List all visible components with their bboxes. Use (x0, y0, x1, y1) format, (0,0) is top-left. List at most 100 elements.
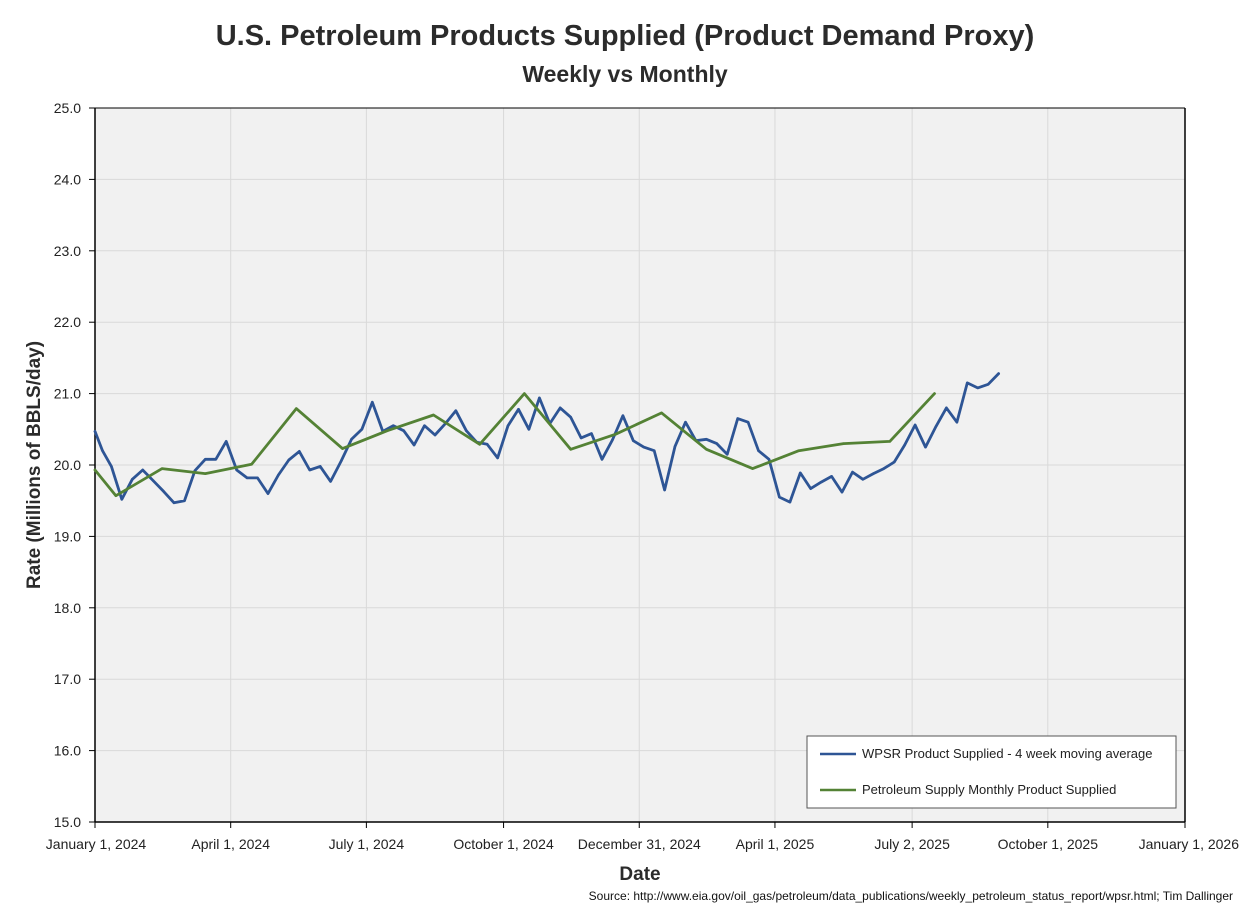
x-tick-label: July 2, 2025 (874, 836, 950, 852)
y-axis-label: Rate (Millions of BBLS/day) (24, 341, 45, 589)
data-point-weekly (715, 442, 718, 445)
data-point-weekly (538, 396, 541, 400)
data-point-weekly (705, 438, 708, 441)
data-point-weekly (392, 424, 395, 427)
data-point-weekly (600, 458, 604, 461)
data-point-weekly (726, 453, 729, 456)
data-point-weekly (840, 490, 844, 494)
y-tick-label: 25.0 (54, 100, 81, 116)
data-point-weekly (486, 443, 489, 446)
data-point-weekly (319, 465, 322, 468)
data-point-weekly (611, 438, 614, 442)
data-point-weekly (412, 443, 416, 447)
data-point-weekly (277, 473, 280, 477)
data-point-weekly (945, 406, 948, 410)
data-point-weekly (569, 416, 572, 419)
data-point-weekly (496, 456, 499, 460)
data-point-weekly (141, 468, 144, 472)
y-tick-label: 24.0 (54, 171, 81, 187)
data-point-weekly (101, 449, 104, 452)
data-point-weekly (799, 471, 802, 475)
data-point-weekly (882, 467, 885, 470)
data-point-monthly (842, 442, 845, 445)
data-point-weekly (245, 476, 249, 480)
data-point-weekly (287, 458, 290, 462)
data-point-weekly (225, 440, 228, 443)
series-line-monthly (93, 392, 936, 498)
y-tick-label: 15.0 (54, 814, 81, 830)
data-point-weekly (371, 401, 374, 404)
data-point-weekly (402, 429, 405, 432)
y-tick-label: 18.0 (54, 600, 81, 616)
data-point-weekly (966, 381, 969, 385)
data-point-monthly (295, 407, 298, 410)
data-point-weekly (329, 480, 332, 483)
x-tick-label: January 1, 2024 (46, 836, 147, 852)
data-point-weekly (955, 421, 959, 424)
y-tick-label: 22.0 (54, 314, 81, 330)
data-point-weekly (454, 409, 457, 412)
data-point-weekly (350, 438, 353, 441)
y-tick-label: 19.0 (54, 528, 81, 544)
data-point-weekly (433, 433, 437, 437)
x-tick-label: April 1, 2025 (736, 836, 815, 852)
data-point-weekly (663, 488, 666, 492)
data-point-monthly (93, 468, 97, 472)
data-point-weekly (851, 470, 854, 474)
y-tick-label: 17.0 (54, 671, 81, 687)
source-note: Source: http://www.eia.gov/oil_gas/petro… (588, 889, 1233, 903)
data-point-weekly (746, 421, 750, 424)
data-point-monthly (569, 448, 572, 451)
data-point-monthly (888, 440, 891, 443)
data-point-weekly (527, 428, 531, 431)
y-tick-label: 16.0 (54, 743, 81, 759)
data-point-monthly (250, 463, 253, 466)
data-point-weekly (162, 490, 165, 493)
data-point-weekly (235, 468, 238, 472)
data-point-weekly (903, 443, 906, 447)
y-tick-label: 23.0 (54, 243, 81, 259)
data-point-weekly (621, 414, 625, 417)
legend: WPSR Product Supplied - 4 week moving av… (806, 735, 1177, 809)
data-point-weekly (579, 436, 583, 440)
x-tick-label: April 1, 2024 (191, 836, 270, 852)
data-point-weekly (152, 479, 155, 482)
data-point-monthly (797, 449, 800, 452)
data-point-weekly (684, 421, 687, 424)
x-tick-label: October 1, 2025 (998, 836, 1099, 852)
data-point-weekly (934, 425, 938, 428)
data-point-weekly (360, 428, 364, 431)
data-point-monthly (341, 447, 344, 450)
data-point-monthly (705, 448, 708, 451)
data-point-weekly (517, 408, 520, 411)
chart-subtitle: Weekly vs Monthly (522, 61, 728, 87)
data-point-monthly (204, 472, 207, 475)
data-point-monthly (523, 392, 526, 395)
data-point-weekly (913, 423, 917, 427)
x-tick-label: December 31, 2024 (578, 836, 701, 852)
data-point-weekly (778, 495, 781, 499)
data-point-monthly (660, 411, 663, 415)
y-tick-label: 20.0 (54, 457, 81, 473)
data-point-weekly (632, 439, 635, 442)
data-point-weekly (861, 478, 865, 481)
data-point-weekly (809, 487, 812, 490)
data-point-weekly (465, 429, 468, 432)
x-axis-label: Date (619, 864, 660, 885)
data-point-monthly (751, 467, 754, 470)
data-point-weekly (830, 475, 833, 478)
data-point-weekly (653, 449, 656, 452)
data-point-weekly (93, 430, 97, 433)
data-point-weekly (339, 460, 343, 463)
data-point-weekly (214, 458, 217, 461)
data-point-weekly (204, 458, 207, 461)
data-point-weekly (256, 476, 259, 480)
x-tick-label: July 1, 2024 (329, 836, 405, 852)
data-point-monthly (386, 429, 389, 432)
data-point-weekly (506, 424, 510, 427)
data-point-weekly (976, 386, 979, 390)
data-point-weekly (997, 372, 1000, 375)
data-point-weekly (423, 424, 426, 427)
y-tick-label: 21.0 (54, 386, 81, 402)
